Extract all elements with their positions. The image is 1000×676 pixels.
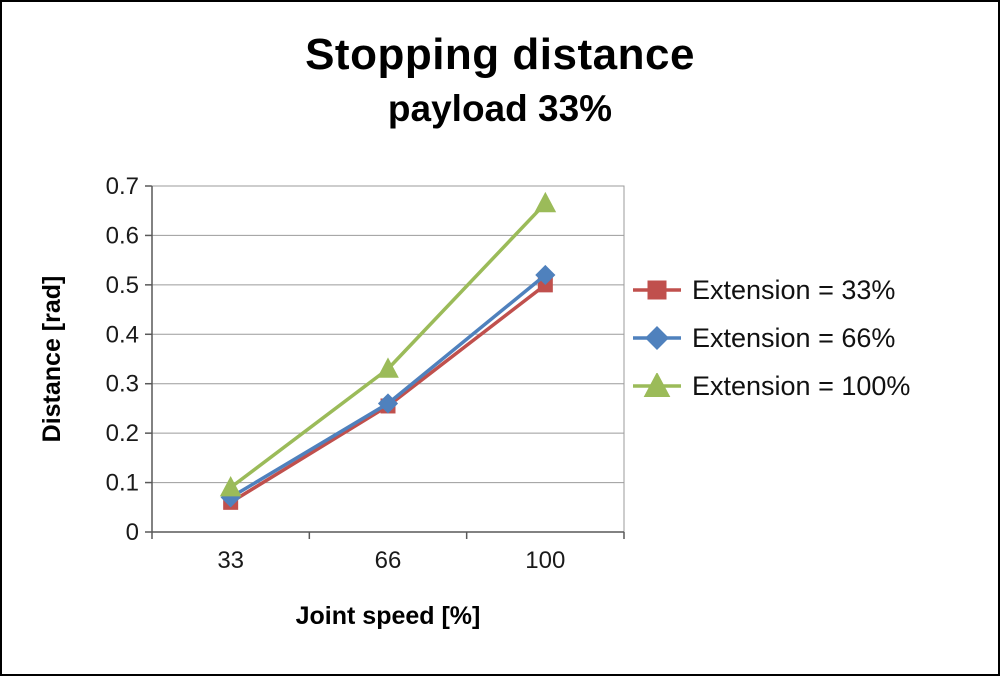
y-tick-label: 0.6 [106, 222, 139, 249]
y-axis-title: Distance [rad] [38, 276, 66, 443]
legend-item: Extension = 33% [630, 272, 910, 308]
y-tick-label: 0 [126, 519, 139, 546]
y-tick-label: 0.4 [106, 321, 139, 348]
chart-subtitle: payload 33% [387, 88, 613, 129]
square-marker [647, 280, 667, 300]
series-line [229, 273, 547, 499]
legend-label: Extension = 100% [692, 370, 911, 401]
y-tick-label: 0.5 [106, 272, 139, 299]
legend-marker-square [633, 280, 681, 300]
y-tick-label: 0.2 [106, 420, 139, 447]
x-tick-label: 66 [375, 547, 402, 574]
diamond-marker [645, 326, 669, 350]
legend-item: Extension = 66% [630, 320, 910, 356]
legend-marker-diamond [633, 326, 681, 350]
series-line [229, 202, 547, 489]
legend-item: Extension = 100% [630, 368, 910, 404]
triangle-marker [534, 191, 557, 213]
plot-area: 0 0.1 0.2 0.3 0.4 0.5 0.6 0.7 33 66 100 Joint speed… [38, 173, 625, 630]
chart-title: Stopping distance [305, 30, 695, 79]
diamond-marker [535, 264, 556, 286]
legend: Extension = 33% Extension = 66% Extensio… [630, 272, 910, 404]
legend-label: Extension = 66% [692, 322, 896, 353]
x-axis-title: Joint speed [%] [296, 602, 481, 630]
triangle-marker [377, 357, 399, 378]
y-tick-label: 0.3 [106, 371, 139, 398]
x-tick-label: 100 [525, 547, 565, 574]
y-tick-label: 0.1 [106, 470, 139, 497]
diamond-marker [377, 393, 399, 414]
triangle-marker [643, 373, 671, 397]
legend-marker-triangle [633, 373, 681, 397]
legend-label: Extension = 33% [692, 274, 896, 305]
y-tick-label: 0.7 [106, 173, 139, 200]
triangle-marker [219, 476, 242, 497]
x-tick-label: 33 [217, 547, 244, 574]
